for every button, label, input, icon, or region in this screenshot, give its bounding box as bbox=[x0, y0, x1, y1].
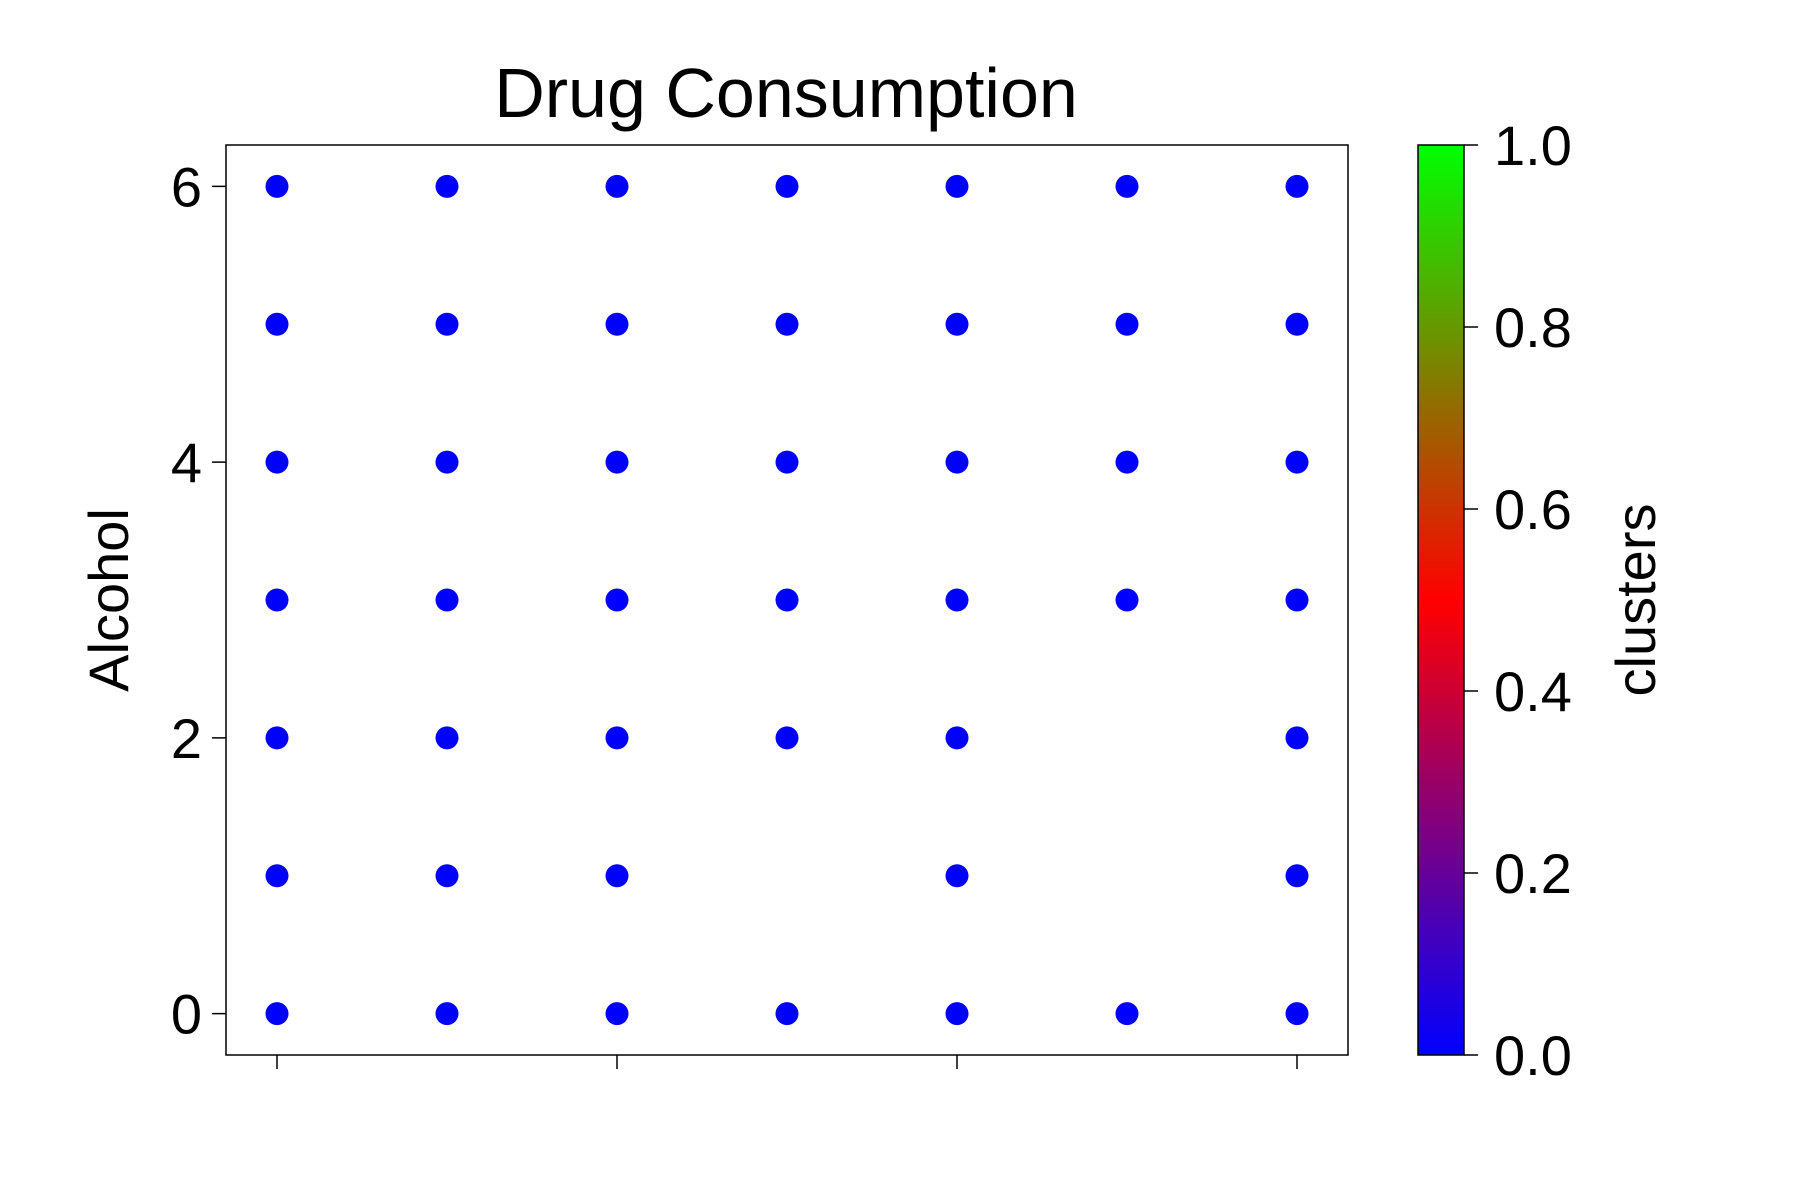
x-axis bbox=[276, 1055, 1298, 1069]
plot-area-frame bbox=[225, 144, 1349, 1056]
colorbar-label: clusters bbox=[1604, 504, 1667, 697]
data-point bbox=[1115, 174, 1139, 198]
data-point bbox=[1115, 450, 1139, 474]
data-point bbox=[1285, 450, 1309, 474]
data-point bbox=[1285, 726, 1309, 750]
data-point bbox=[605, 174, 629, 198]
data-point bbox=[775, 726, 799, 750]
y-tick-label: 2 bbox=[171, 707, 202, 770]
data-point bbox=[775, 450, 799, 474]
data-point bbox=[945, 1002, 969, 1026]
data-point bbox=[265, 1002, 289, 1026]
data-point bbox=[605, 1002, 629, 1026]
data-point bbox=[435, 1002, 459, 1026]
data-point bbox=[1115, 312, 1139, 336]
y-tick-label: 0 bbox=[171, 983, 202, 1046]
colorbar-tick-label: 0.0 bbox=[1494, 1024, 1572, 1087]
data-point bbox=[775, 1002, 799, 1026]
data-point bbox=[1285, 174, 1309, 198]
data-points bbox=[265, 174, 1309, 1026]
colorbar-tick-label: 1.0 bbox=[1494, 114, 1572, 177]
data-point bbox=[435, 588, 459, 612]
data-point bbox=[605, 450, 629, 474]
data-point bbox=[1285, 1002, 1309, 1026]
data-point bbox=[945, 588, 969, 612]
data-point bbox=[775, 174, 799, 198]
data-point bbox=[265, 864, 289, 888]
data-point bbox=[1115, 1002, 1139, 1026]
colorbar-tick-label: 0.8 bbox=[1494, 296, 1572, 359]
data-point bbox=[945, 450, 969, 474]
data-point bbox=[265, 588, 289, 612]
data-point bbox=[265, 450, 289, 474]
data-point bbox=[945, 864, 969, 888]
data-point bbox=[435, 726, 459, 750]
colorbar-tick-label: 0.2 bbox=[1494, 842, 1572, 905]
data-point bbox=[775, 588, 799, 612]
data-point bbox=[1285, 312, 1309, 336]
data-point bbox=[435, 864, 459, 888]
colorbar-tick-label: 0.6 bbox=[1494, 478, 1572, 541]
data-point bbox=[265, 174, 289, 198]
colorbar-axis: 0.0 0.2 0.4 0.6 0.8 1.0 bbox=[1464, 114, 1572, 1087]
y-tick-label: 6 bbox=[171, 155, 202, 218]
data-point bbox=[605, 726, 629, 750]
y-axis: 0 2 4 6 bbox=[171, 155, 226, 1046]
data-point bbox=[1115, 588, 1139, 612]
data-point bbox=[605, 864, 629, 888]
data-point bbox=[1285, 864, 1309, 888]
data-point bbox=[945, 726, 969, 750]
data-point bbox=[605, 588, 629, 612]
y-axis-label: Alcohol bbox=[77, 508, 140, 692]
data-point bbox=[265, 312, 289, 336]
y-tick-label: 4 bbox=[171, 431, 202, 494]
colorbar bbox=[1417, 144, 1465, 1056]
data-point bbox=[435, 450, 459, 474]
colorbar-tick-label: 0.4 bbox=[1494, 660, 1572, 723]
chart-title: Drug Consumption bbox=[494, 54, 1078, 132]
data-point bbox=[945, 174, 969, 198]
data-point bbox=[1285, 588, 1309, 612]
data-point bbox=[945, 312, 969, 336]
data-point bbox=[435, 174, 459, 198]
data-point bbox=[775, 312, 799, 336]
data-point bbox=[435, 312, 459, 336]
data-point bbox=[605, 312, 629, 336]
data-point bbox=[265, 726, 289, 750]
